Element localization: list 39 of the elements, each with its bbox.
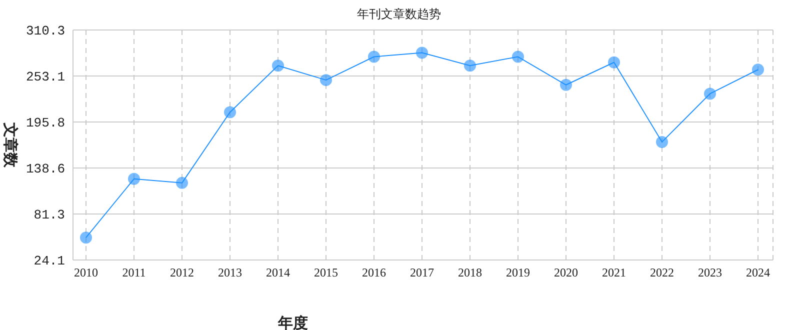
y-tick-label: 253.1	[26, 70, 66, 85]
x-tick-label: 2020	[554, 266, 578, 280]
point	[320, 74, 332, 86]
y-tick-label: 81.3	[34, 208, 65, 223]
x-axis-title: 年度	[277, 314, 308, 330]
point	[512, 50, 524, 63]
point	[80, 232, 92, 244]
point	[176, 176, 188, 189]
x-tick-label: 2016	[362, 266, 386, 280]
point	[752, 64, 764, 76]
x-tick-label: 2023	[698, 266, 722, 280]
point	[608, 56, 620, 68]
point	[560, 78, 572, 91]
y-tick-label: 195.8	[26, 116, 65, 131]
x-tick-label: 2014	[266, 266, 290, 280]
x-tick-label: 2021	[602, 266, 626, 280]
x-tick-label: 2022	[650, 266, 674, 280]
point	[416, 46, 428, 59]
y-axis-title: 文章数	[2, 122, 20, 168]
point	[656, 136, 668, 148]
point	[272, 60, 284, 72]
x-tick-label: 2018	[458, 266, 482, 280]
x-tick-label: 2011	[122, 266, 146, 280]
chart-title: 年刊文章数趋势	[356, 6, 442, 23]
x-tick-label: 2012	[170, 266, 194, 280]
x-tick-label: 2019	[506, 266, 530, 280]
point	[704, 88, 716, 100]
y-tick-label: 310.3	[26, 24, 65, 39]
x-tick-label: 2015	[314, 266, 338, 280]
point	[368, 50, 380, 63]
point	[128, 172, 140, 185]
x-tick-label: 2017	[410, 266, 434, 280]
y-tick-label: 24.1	[34, 254, 66, 269]
x-tick-label: 2013	[218, 266, 242, 280]
point	[224, 106, 236, 118]
x-tick-label: 2024	[746, 266, 770, 280]
point	[464, 60, 476, 72]
y-tick-label: 138.6	[26, 162, 65, 177]
x-tick-label: 2010	[74, 266, 98, 280]
